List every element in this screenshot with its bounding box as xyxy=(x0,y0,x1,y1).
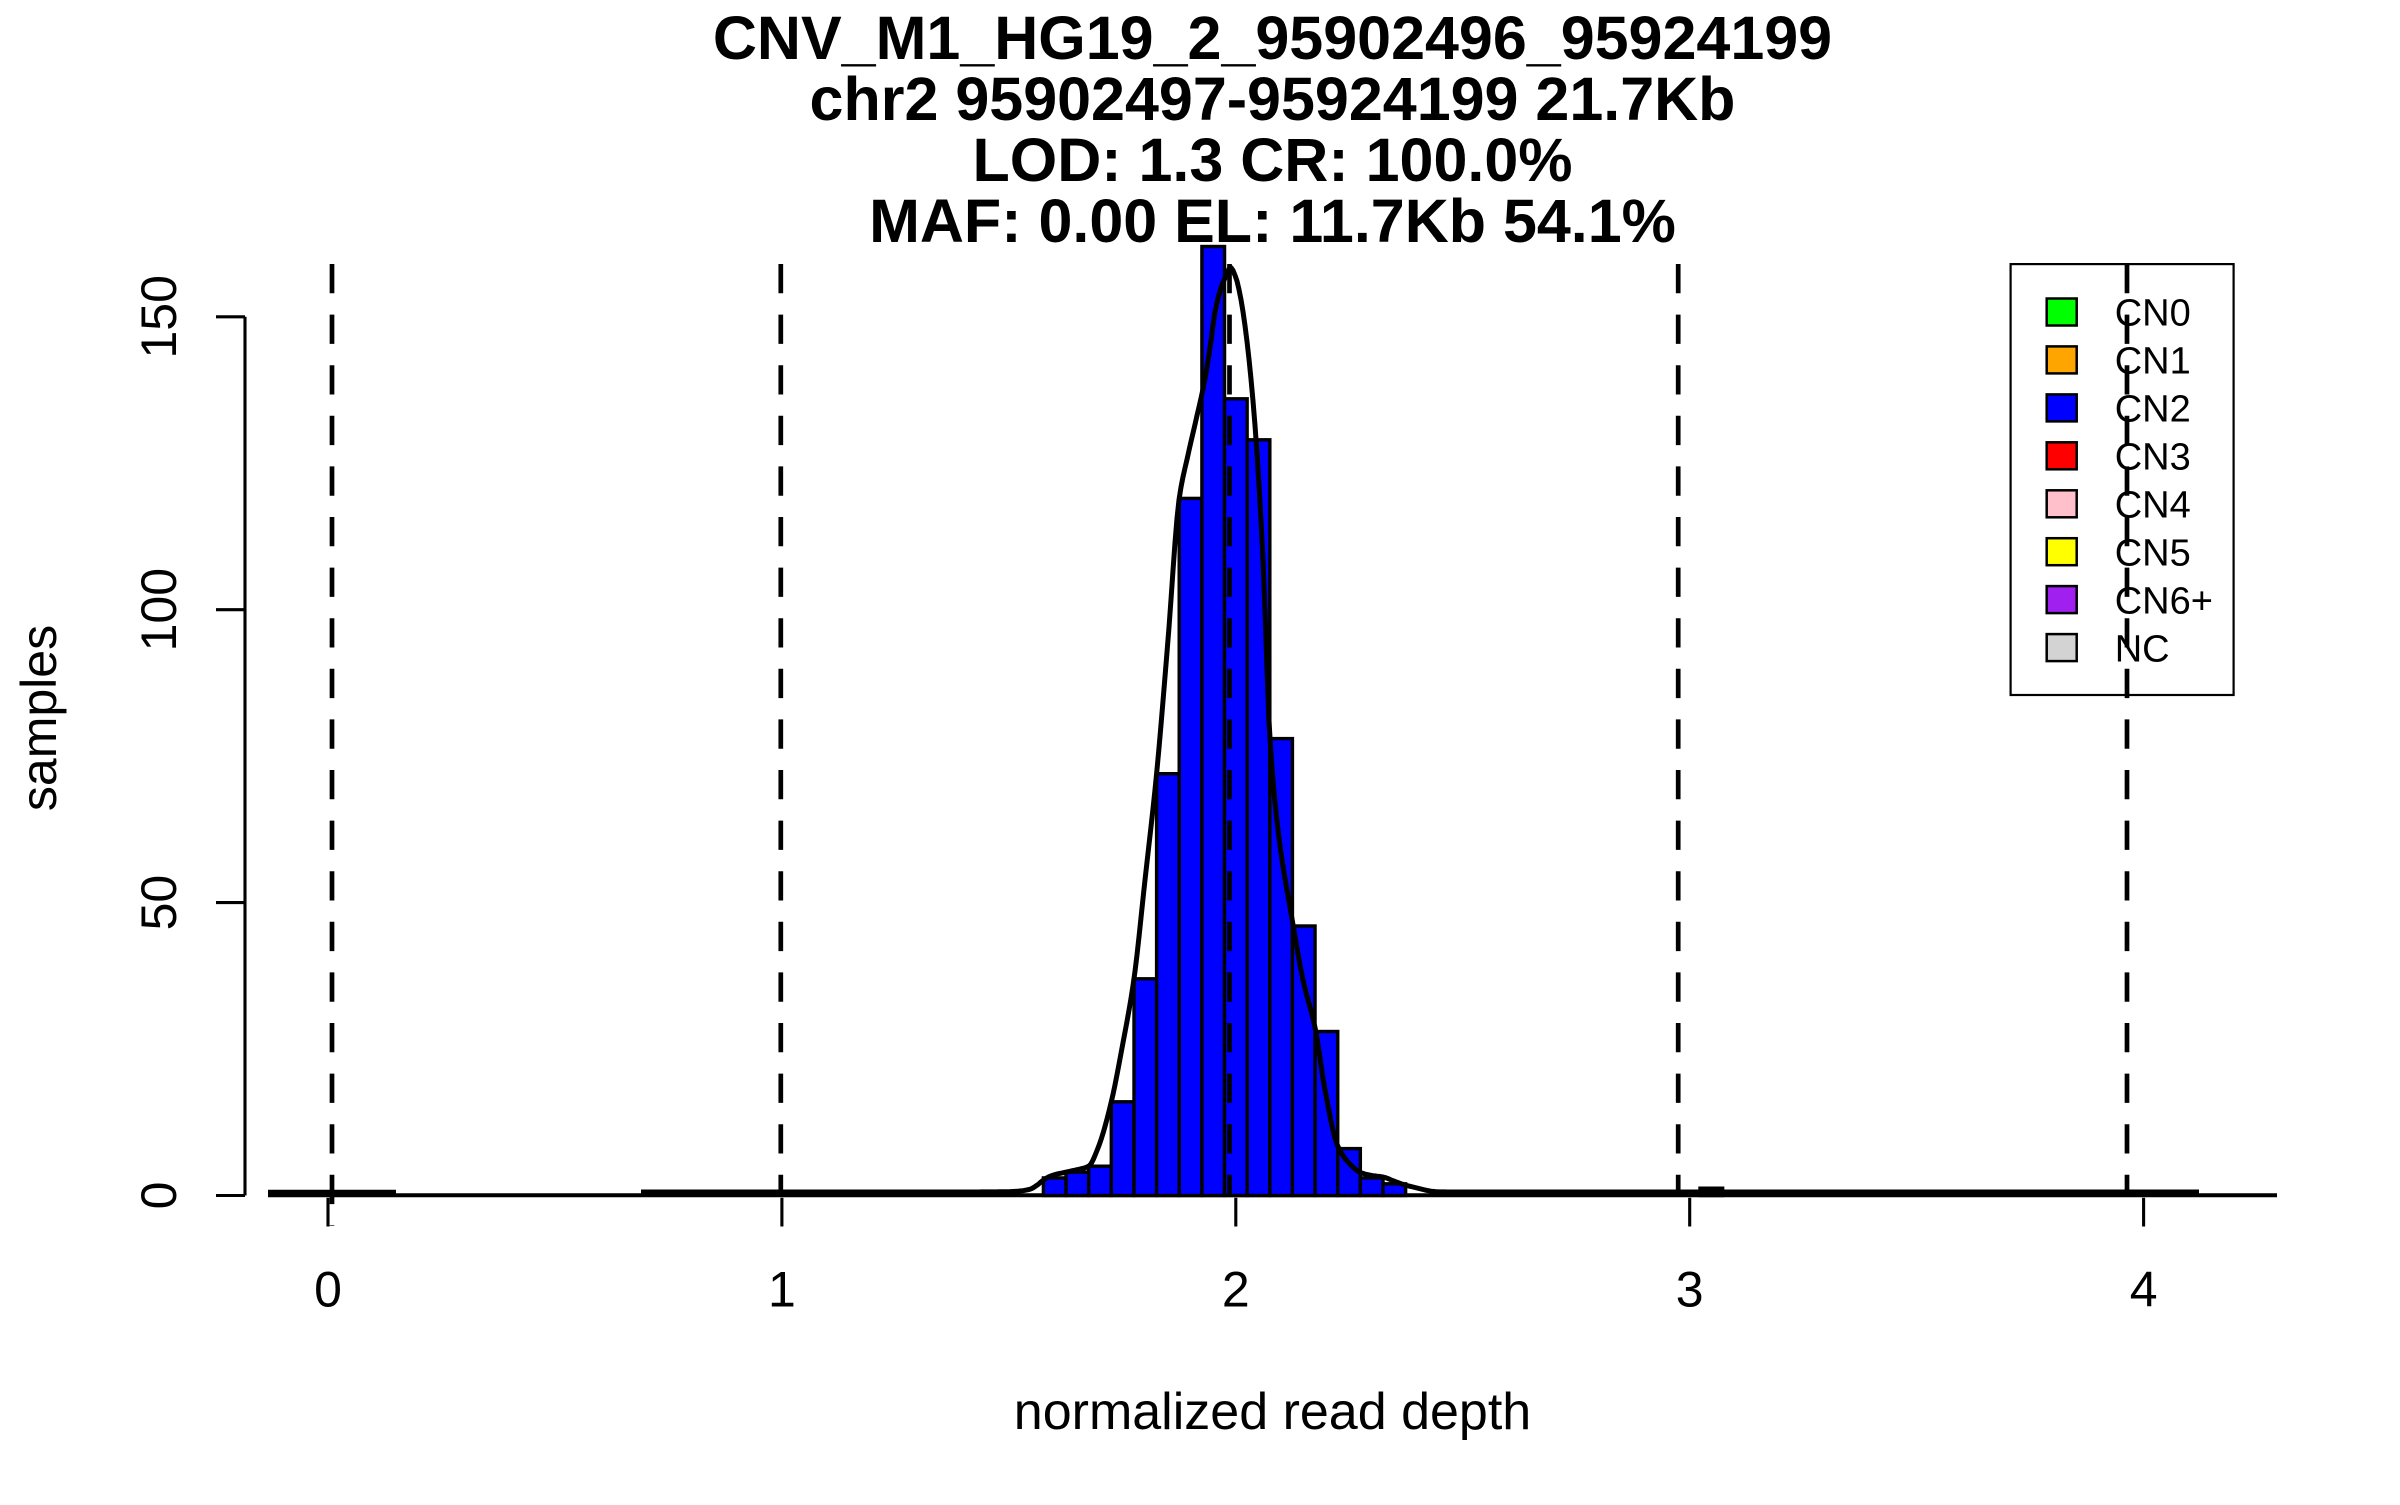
svg-text:CN6+: CN6+ xyxy=(2115,580,2213,622)
svg-text:CN4: CN4 xyxy=(2115,485,2191,527)
svg-text:CNV_M1_HG19_2_95902496_9592419: CNV_M1_HG19_2_95902496_95924199 xyxy=(713,4,1832,72)
svg-text:2: 2 xyxy=(1222,1262,1250,1318)
svg-text:4: 4 xyxy=(2130,1262,2158,1318)
svg-text:samples: samples xyxy=(11,625,67,811)
svg-text:chr2 95902497-95924199 21.7Kb: chr2 95902497-95924199 21.7Kb xyxy=(810,65,1736,133)
svg-text:1: 1 xyxy=(768,1262,796,1318)
svg-text:NC: NC xyxy=(2115,628,2170,670)
svg-text:0: 0 xyxy=(131,1182,187,1210)
svg-text:CN3: CN3 xyxy=(2115,437,2191,479)
svg-text:CN5: CN5 xyxy=(2115,532,2191,574)
svg-text:3: 3 xyxy=(1676,1262,1704,1318)
svg-text:CN1: CN1 xyxy=(2115,341,2191,383)
svg-text:LOD: 1.3 CR: 100.0%: LOD: 1.3 CR: 100.0% xyxy=(972,126,1572,194)
svg-text:50: 50 xyxy=(131,875,187,931)
svg-text:CN0: CN0 xyxy=(2115,293,2191,335)
svg-text:MAF: 0.00 EL: 11.7Kb 54.1%: MAF: 0.00 EL: 11.7Kb 54.1% xyxy=(869,187,1676,255)
svg-text:100: 100 xyxy=(131,568,187,651)
svg-text:normalized read depth: normalized read depth xyxy=(1014,1383,1531,1441)
svg-text:0: 0 xyxy=(314,1262,342,1318)
svg-text:CN2: CN2 xyxy=(2115,389,2191,431)
svg-text:150: 150 xyxy=(131,275,187,358)
